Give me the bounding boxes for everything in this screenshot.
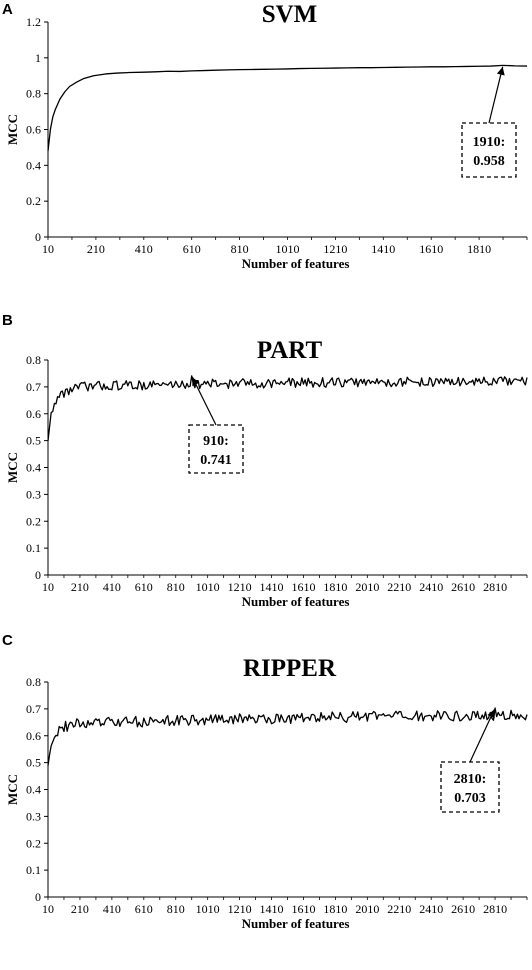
annotation-arrow-line [191, 376, 217, 426]
y-tick-label: 0.6 [26, 407, 41, 421]
x-tick-label: 210 [87, 242, 105, 256]
annotation-label-y: 0.741 [200, 453, 232, 468]
x-tick-label: 2610 [451, 902, 475, 916]
y-tick-label: 0.4 [26, 783, 41, 797]
x-tick-label: 610 [183, 242, 201, 256]
chart-panel-b: B PART 0 0.1 0.2 0.3 0.4 0.5 0.6 0.7 0.8 10 210 410 61… [2, 312, 528, 609]
x-tick-label: 1010 [196, 902, 220, 916]
y-tick-label: 0 [35, 568, 41, 582]
series-line [47, 707, 528, 766]
y-tick-label: 0.7 [26, 702, 41, 716]
y-tick-label: 0.8 [26, 675, 41, 689]
x-tick-label: 2210 [387, 580, 411, 594]
y-tick-label: 0.3 [26, 487, 41, 501]
y-tick-label: 0.2 [26, 194, 41, 208]
y-tick-label: 0.4 [26, 158, 41, 172]
y-tick-label: 0.2 [26, 836, 41, 850]
x-tick-label: 810 [167, 902, 185, 916]
x-tick-label: 410 [103, 902, 121, 916]
y-tick-label: 0.1 [26, 541, 41, 555]
y-tick-label: 0.1 [26, 863, 41, 877]
x-axis-label: Number of features [242, 256, 350, 271]
y-tick-label: 0.6 [26, 729, 41, 743]
x-tick-label: 1810 [323, 902, 347, 916]
series-line [47, 64, 528, 152]
y-axis-label: MCC [5, 452, 20, 483]
x-axis-label: Number of features [242, 594, 350, 609]
y-tick-label: 0.8 [26, 353, 41, 367]
y-tick-label: 0.5 [26, 434, 41, 448]
x-tick-label: 1010 [276, 242, 300, 256]
series-line [47, 375, 528, 442]
x-tick-label: 2410 [419, 902, 443, 916]
x-tick-label: 810 [231, 242, 249, 256]
y-tick-label: 0.7 [26, 380, 41, 394]
x-tick-label: 1810 [323, 580, 347, 594]
x-tick-label: 810 [167, 580, 185, 594]
annotation-arrow-head [487, 709, 495, 719]
annotation-arrow-line [469, 709, 495, 763]
x-tick-label: 10 [42, 242, 54, 256]
annotation-box [188, 424, 244, 474]
annotation-arrow-head [192, 377, 200, 387]
y-tick-label: 1 [35, 51, 41, 65]
chart-panel-a: A SVM 0 0.2 0.4 0.6 0.8 1 1.2 10 210 410 610 810 1010 1… [2, 1, 528, 271]
y-tick-label: 0.2 [26, 514, 41, 528]
x-tick-label: 10 [42, 902, 54, 916]
x-axis-label: Number of features [242, 916, 350, 931]
x-tick-label: 1010 [196, 580, 220, 594]
y-tick-label: 0.5 [26, 756, 41, 770]
panel-letter: B [2, 312, 13, 329]
annotation-label-x: 910: [203, 434, 229, 449]
chart-panel-c: C RIPPER 0 0.1 0.2 0.3 0.4 0.5 0.6 0.7 0.8 10 210 410… [2, 632, 528, 931]
annotation-label-y: 0.703 [454, 791, 486, 806]
y-tick-label: 0.3 [26, 809, 41, 823]
x-tick-label: 410 [135, 242, 153, 256]
x-tick-label: 2810 [483, 580, 507, 594]
y-tick-label: 0 [35, 230, 41, 244]
x-tick-label: 1610 [419, 242, 443, 256]
chart-title: SVM [262, 1, 318, 28]
annotation-label-x: 1910: [473, 135, 506, 150]
x-tick-label: 1210 [228, 580, 252, 594]
annotation-arrow-line [488, 66, 504, 124]
y-tick-label: 0 [35, 890, 41, 904]
x-tick-label: 610 [135, 902, 153, 916]
y-tick-label: 0.6 [26, 123, 41, 137]
y-tick-label: 0.8 [26, 87, 41, 101]
annotation-box [440, 761, 500, 813]
x-tick-label: 1610 [291, 902, 315, 916]
x-tick-label: 10 [42, 580, 54, 594]
chart-title: RIPPER [243, 655, 337, 682]
x-tick-label: 1210 [323, 242, 347, 256]
chart-title: PART [257, 337, 323, 364]
y-axis-label: MCC [5, 114, 20, 145]
x-tick-label: 1810 [467, 242, 491, 256]
x-tick-label: 1610 [291, 580, 315, 594]
x-tick-label: 2810 [483, 902, 507, 916]
y-tick-label: 0.4 [26, 461, 41, 475]
panel-letter: C [2, 632, 13, 649]
x-tick-label: 210 [71, 580, 89, 594]
annotation-label-y: 0.958 [473, 154, 505, 169]
x-tick-label: 1410 [371, 242, 395, 256]
x-tick-label: 2410 [419, 580, 443, 594]
x-tick-label: 1410 [260, 580, 284, 594]
x-tick-label: 410 [103, 580, 121, 594]
panel-letter: A [2, 1, 13, 18]
x-tick-label: 2210 [387, 902, 411, 916]
annotation-box [461, 122, 517, 178]
y-axis-label: MCC [5, 774, 20, 805]
annotation-label-x: 2810: [454, 772, 487, 787]
x-tick-label: 610 [135, 580, 153, 594]
x-tick-label: 1210 [228, 902, 252, 916]
x-tick-label: 1410 [260, 902, 284, 916]
y-tick-label: 1.2 [26, 15, 41, 29]
annotation-arrow-head [496, 66, 505, 76]
x-tick-label: 2010 [355, 580, 379, 594]
x-tick-label: 2610 [451, 580, 475, 594]
x-tick-label: 2010 [355, 902, 379, 916]
x-tick-label: 210 [71, 902, 89, 916]
